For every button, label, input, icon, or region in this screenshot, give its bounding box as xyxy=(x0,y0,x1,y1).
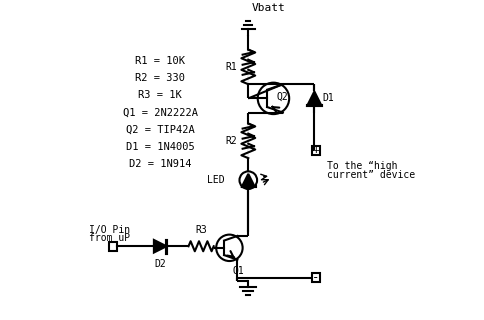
Text: R3: R3 xyxy=(195,225,207,235)
Text: R2: R2 xyxy=(226,136,237,146)
Text: To the “high: To the “high xyxy=(327,161,397,171)
Text: R2 = 330: R2 = 330 xyxy=(135,73,185,83)
Text: current” device: current” device xyxy=(327,170,415,180)
Text: R3 = 1K: R3 = 1K xyxy=(138,90,182,100)
Text: D1: D1 xyxy=(322,93,334,103)
Text: D1 = 1N4005: D1 = 1N4005 xyxy=(126,142,195,152)
Text: Q1 = 2N2222A: Q1 = 2N2222A xyxy=(123,108,197,117)
Text: R1 = 10K: R1 = 10K xyxy=(135,56,185,66)
Text: from uP: from uP xyxy=(90,233,131,243)
Text: D2 = 1N914: D2 = 1N914 xyxy=(129,159,192,170)
Polygon shape xyxy=(307,92,321,105)
Bar xyxy=(312,146,320,155)
Text: Vbatt: Vbatt xyxy=(252,4,285,13)
Polygon shape xyxy=(154,240,166,252)
Text: D2: D2 xyxy=(154,259,166,269)
Text: Q1: Q1 xyxy=(232,266,244,276)
Text: +: + xyxy=(313,145,319,155)
Text: R1: R1 xyxy=(226,62,237,72)
Text: -: - xyxy=(312,271,320,284)
Text: Q2: Q2 xyxy=(277,92,288,102)
Bar xyxy=(108,242,118,251)
Text: I/O Pin: I/O Pin xyxy=(90,225,131,235)
Polygon shape xyxy=(242,174,255,187)
Bar xyxy=(312,273,320,282)
Text: LED: LED xyxy=(207,175,225,185)
Text: Q2 = TIP42A: Q2 = TIP42A xyxy=(126,125,195,135)
